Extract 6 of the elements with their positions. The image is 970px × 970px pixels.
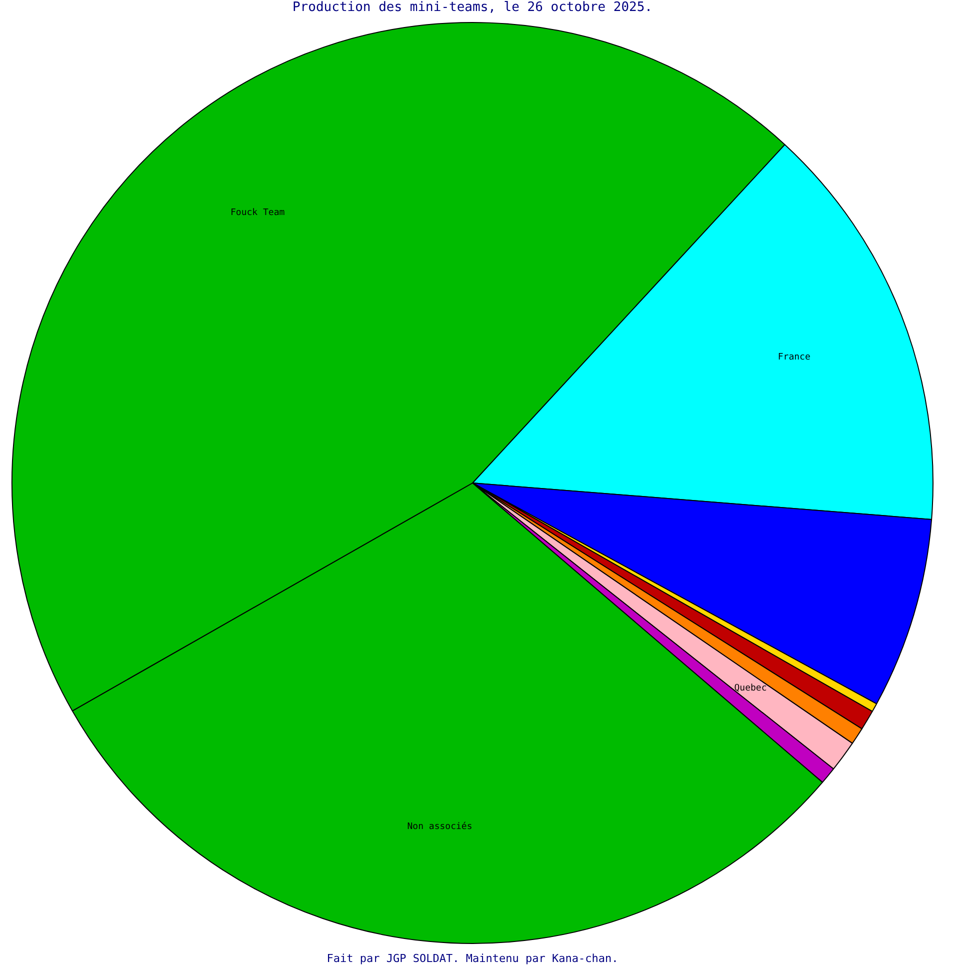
slice-label: France	[778, 352, 810, 362]
slice-label: Fouck Team	[230, 208, 285, 218]
slice-label: Non associés	[407, 821, 472, 832]
text: Fait par JGP SOLDAT. Maintenu par Kana-chan.	[326, 952, 620, 966]
slice-label: Quebec	[734, 683, 767, 694]
chart-title: Production des mini-teams, le 26 octobre 2025.	[291, 0, 654, 16]
